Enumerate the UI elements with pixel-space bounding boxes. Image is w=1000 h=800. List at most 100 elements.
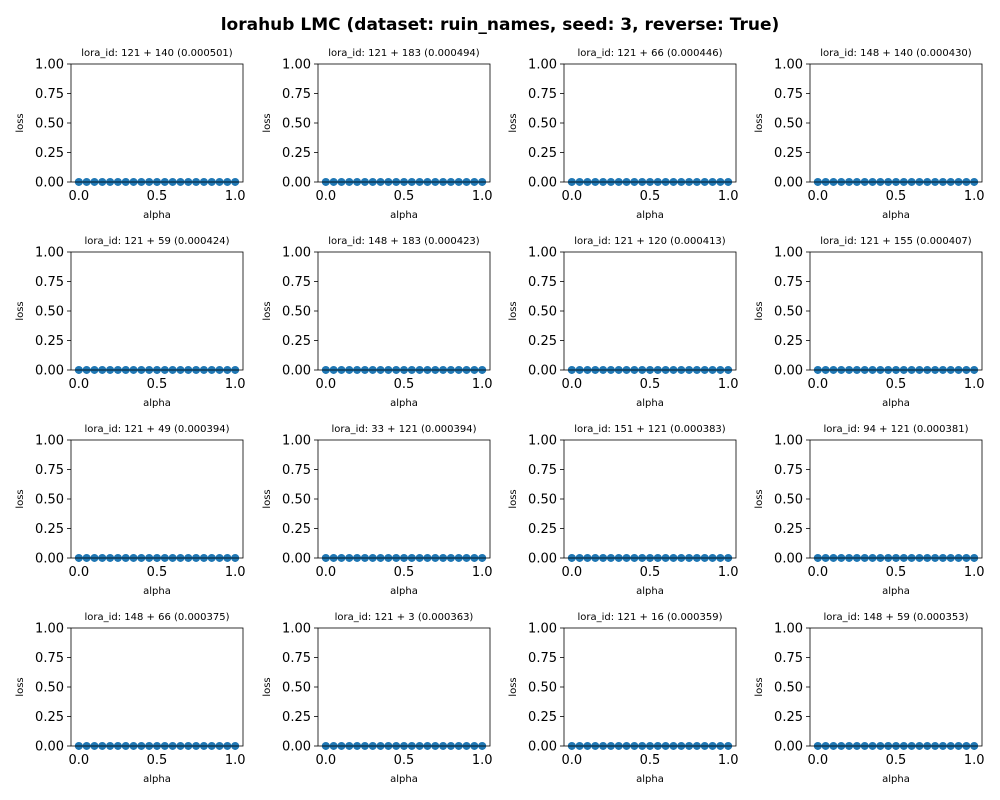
y-tick-label: 0.00 xyxy=(528,176,557,191)
y-axis-label: loss xyxy=(15,489,26,508)
axes-frame xyxy=(809,439,983,559)
x-axis-label: alpha xyxy=(390,774,418,785)
subplot-12: lora_id: 94 + 121 (0.000381)0.000.250.50… xyxy=(754,424,985,597)
subplot-title: lora_id: 121 + 49 (0.000394) xyxy=(84,424,229,435)
y-tick-label: 0.50 xyxy=(774,493,803,508)
x-tick-label: 0.5 xyxy=(886,377,907,392)
subplot-title: lora_id: 148 + 59 (0.000353) xyxy=(823,612,968,623)
x-tick-label: 0.0 xyxy=(807,565,828,580)
y-tick-label: 0.50 xyxy=(282,305,311,320)
y-tick-label: 0.25 xyxy=(774,710,803,725)
x-axis-label: alpha xyxy=(390,210,418,221)
y-axis-label: loss xyxy=(262,489,273,508)
x-tick-label: 0.5 xyxy=(886,753,907,768)
x-axis-label: alpha xyxy=(882,774,910,785)
x-axis-label: alpha xyxy=(636,586,664,597)
y-tick-label: 0.50 xyxy=(774,681,803,696)
y-tick-label: 0.00 xyxy=(282,740,311,755)
subplot-10: lora_id: 33 + 121 (0.000394)0.000.250.50… xyxy=(262,424,493,597)
x-axis-label: alpha xyxy=(143,210,171,221)
y-axis-label: loss xyxy=(754,301,765,320)
x-tick-label: 1.0 xyxy=(472,377,493,392)
x-tick-label: 0.5 xyxy=(147,565,168,580)
x-tick-label: 1.0 xyxy=(225,753,246,768)
x-tick-label: 1.0 xyxy=(718,753,739,768)
subplot-14: lora_id: 121 + 3 (0.000363) 0.00 0.25 0.50 0… xyxy=(262,612,493,785)
x-tick-label: 0.0 xyxy=(315,189,336,204)
y-tick-label: 0.25 xyxy=(528,710,557,725)
y-tick-label: 0.25 xyxy=(282,334,311,349)
y-tick-label: 1.00 xyxy=(282,246,311,261)
y-tick-label: 0.50 xyxy=(528,493,557,508)
x-tick-label: 0.5 xyxy=(640,753,661,768)
subplot-8: lora_id: 121 + 155 (0.000407) 0.00 0.25 0.5… xyxy=(754,236,985,409)
x-tick-label: 0.0 xyxy=(68,565,89,580)
subplot-title: lora_id: 121 + 183 (0.000494) xyxy=(328,48,480,59)
axes-frame xyxy=(70,63,244,183)
y-tick-label: 0.50 xyxy=(774,305,803,320)
y-tick-label: 0.00 xyxy=(774,552,803,567)
axes-frame xyxy=(317,251,491,371)
subplot-title: lora_id: 33 + 121 (0.000394) xyxy=(331,424,476,435)
x-tick-label: 0.0 xyxy=(807,377,828,392)
y-tick-label: 1.00 xyxy=(282,434,311,449)
subplot-9: lora_id: 121 + 49 (0.000394)0.000.250.50… xyxy=(15,424,246,597)
x-axis-label: alpha xyxy=(636,210,664,221)
y-tick-label: 0.00 xyxy=(774,364,803,379)
y-axis-label: loss xyxy=(508,301,519,320)
y-axis-label: loss xyxy=(508,677,519,696)
x-tick-label: 0.5 xyxy=(147,189,168,204)
y-tick-label: 0.75 xyxy=(35,463,64,478)
y-tick-label: 0.00 xyxy=(282,176,311,191)
y-tick-label: 0.75 xyxy=(774,651,803,666)
y-tick-label: 0.75 xyxy=(528,463,557,478)
y-tick-label: 0.50 xyxy=(528,117,557,132)
y-axis-label: loss xyxy=(15,677,26,696)
subplot-11: lora_id: 151 + 121 (0.000383) 0.00 0.25 0.5… xyxy=(508,424,739,597)
y-tick-label: 0.50 xyxy=(35,305,64,320)
x-tick-label: 1.0 xyxy=(225,565,246,580)
y-tick-label: 0.75 xyxy=(774,275,803,290)
y-tick-label: 0.25 xyxy=(528,146,557,161)
axes-frame xyxy=(809,627,983,747)
axes-frame xyxy=(563,627,737,747)
y-tick-label: 0.75 xyxy=(282,275,311,290)
x-tick-label: 0.0 xyxy=(68,377,89,392)
y-tick-label: 0.00 xyxy=(35,740,64,755)
x-tick-label: 0.0 xyxy=(807,189,828,204)
x-axis-label: alpha xyxy=(636,398,664,409)
x-tick-label: 1.0 xyxy=(964,753,985,768)
y-tick-label: 0.25 xyxy=(528,334,557,349)
x-axis-label: alpha xyxy=(390,586,418,597)
x-tick-label: 1.0 xyxy=(472,189,493,204)
y-tick-label: 1.00 xyxy=(774,246,803,261)
y-tick-label: 1.00 xyxy=(774,58,803,73)
subplot-15: lora_id: 121 + 16 (0.000359)0.000.250.50… xyxy=(508,612,739,785)
x-tick-label: 1.0 xyxy=(225,189,246,204)
subplot-5: lora_id: 121 + 59 (0.000424)0.000.250.50… xyxy=(15,236,246,409)
axes-frame xyxy=(317,439,491,559)
y-tick-label: 0.25 xyxy=(528,522,557,537)
y-tick-label: 1.00 xyxy=(774,434,803,449)
subplot-7: lora_id: 121 + 120 (0.000413) 0.00 0.25 0.5… xyxy=(508,236,739,409)
y-axis-label: loss xyxy=(508,489,519,508)
x-tick-label: 1.0 xyxy=(472,565,493,580)
y-tick-label: 0.75 xyxy=(282,87,311,102)
x-tick-label: 0.0 xyxy=(68,189,89,204)
x-axis-label: alpha xyxy=(882,210,910,221)
y-tick-label: 0.25 xyxy=(35,334,64,349)
y-tick-label: 0.50 xyxy=(528,681,557,696)
y-tick-label: 1.00 xyxy=(774,622,803,637)
x-tick-label: 1.0 xyxy=(718,565,739,580)
x-tick-label: 1.0 xyxy=(718,189,739,204)
y-tick-label: 0.75 xyxy=(35,87,64,102)
subplot-title: lora_id: 121 + 59 (0.000424) xyxy=(84,236,229,247)
x-tick-label: 0.0 xyxy=(561,377,582,392)
y-tick-label: 0.00 xyxy=(35,552,64,567)
y-axis-label: loss xyxy=(15,301,26,320)
subplot-grid: lora_id: 121 + 140 (0.000501) 0.00 0.25 0.5… xyxy=(15,48,985,785)
x-axis-label: alpha xyxy=(143,774,171,785)
x-tick-label: 0.5 xyxy=(640,377,661,392)
axes-frame xyxy=(70,251,244,371)
